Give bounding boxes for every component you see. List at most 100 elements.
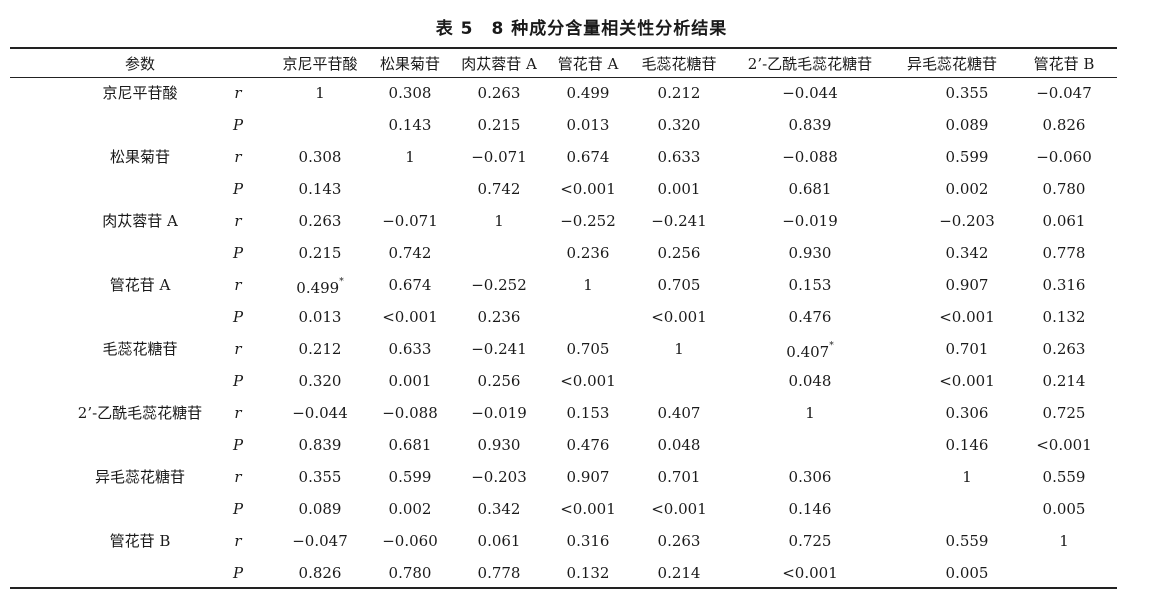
table-cell: 0.048 bbox=[657, 436, 701, 454]
table-cell: 1 bbox=[315, 84, 325, 102]
table-cell: 0.725 bbox=[788, 532, 832, 550]
table-cell: 1 bbox=[805, 404, 815, 422]
table-cell: −0.044 bbox=[292, 404, 348, 422]
table-cell: −0.088 bbox=[382, 404, 438, 422]
table-cell: 0.143 bbox=[388, 116, 432, 134]
table-cell: 0.306 bbox=[788, 468, 832, 486]
table-cell: −0.060 bbox=[1036, 148, 1092, 166]
table-cell: 0.013 bbox=[566, 116, 610, 134]
table-cell: 0.146 bbox=[788, 500, 832, 518]
table-cell: 0.780 bbox=[1042, 180, 1086, 198]
table-cell: −0.241 bbox=[651, 212, 707, 230]
table-cell: 0.599 bbox=[388, 468, 432, 486]
row-statistic: P bbox=[232, 180, 244, 198]
table-cell: 0.001 bbox=[657, 180, 701, 198]
table-cell: −0.047 bbox=[292, 532, 348, 550]
column-header: 管花苷 B bbox=[1033, 55, 1095, 73]
table-cell: <0.001 bbox=[651, 500, 707, 518]
table-cell: 0.263 bbox=[1042, 340, 1086, 358]
table-cell: 0.705 bbox=[566, 340, 610, 358]
row-parameter: 管花苷 B bbox=[109, 532, 171, 550]
table-cell: 0.316 bbox=[1042, 276, 1086, 294]
table-cell: 0.236 bbox=[566, 244, 610, 262]
table-cell: 0.143 bbox=[298, 180, 342, 198]
table-cell: −0.060 bbox=[382, 532, 438, 550]
table-cell: 0.089 bbox=[298, 500, 342, 518]
table-cell: 0.342 bbox=[477, 500, 521, 518]
table-cell: 1 bbox=[674, 340, 684, 358]
table-cell: 0.907 bbox=[945, 276, 989, 294]
row-statistic: P bbox=[232, 500, 244, 518]
table-cell: 0.559 bbox=[945, 532, 989, 550]
table-cell: 0.839 bbox=[788, 116, 832, 134]
table-cell: −0.019 bbox=[471, 404, 527, 422]
table-cell: 0.013 bbox=[298, 308, 342, 326]
table-cell: 0.005 bbox=[945, 564, 989, 582]
table-cell: 0.320 bbox=[298, 372, 342, 390]
row-parameter: 2’-乙酰毛蕊花糖苷 bbox=[77, 404, 203, 422]
column-header: 京尼平苷酸 bbox=[282, 55, 358, 73]
table-cell: −0.252 bbox=[471, 276, 527, 294]
row-statistic: P bbox=[232, 116, 244, 134]
table-cell: <0.001 bbox=[560, 500, 616, 518]
table-cell: 0.839 bbox=[298, 436, 342, 454]
table-cell: 0.132 bbox=[566, 564, 610, 582]
row-statistic: r bbox=[234, 468, 242, 486]
table-cell: <0.001 bbox=[560, 180, 616, 198]
significance-mark: * bbox=[829, 341, 834, 351]
table-cell: 0.681 bbox=[388, 436, 432, 454]
table-cell: 0.214 bbox=[1042, 372, 1086, 390]
table-cell: −0.203 bbox=[471, 468, 527, 486]
table-cell: 0.633 bbox=[657, 148, 701, 166]
table-cell: 0.215 bbox=[298, 244, 342, 262]
row-statistic: P bbox=[232, 436, 244, 454]
table-cell: 0.308 bbox=[388, 84, 432, 102]
table-cell: 0.742 bbox=[388, 244, 432, 262]
table-cell: 0.256 bbox=[657, 244, 701, 262]
table-cell: 1 bbox=[583, 276, 593, 294]
table-cell: 0.308 bbox=[298, 148, 342, 166]
table-cell: 0.742 bbox=[477, 180, 521, 198]
row-statistic: P bbox=[232, 308, 244, 326]
table-cell: 0.826 bbox=[298, 564, 342, 582]
table-cell: 0.212 bbox=[298, 340, 342, 358]
table-cell: 0.559 bbox=[1042, 468, 1086, 486]
table-cell: 0.701 bbox=[945, 340, 989, 358]
row-parameter: 管花苷 A bbox=[109, 276, 171, 294]
table-cell: −0.044 bbox=[782, 84, 838, 102]
table-cell: 0.263 bbox=[298, 212, 342, 230]
row-statistic: r bbox=[234, 212, 242, 230]
table-cell: −0.047 bbox=[1036, 84, 1092, 102]
table-cell: <0.001 bbox=[939, 308, 995, 326]
table-cell: 0.407 bbox=[657, 404, 701, 422]
table-cell: 1 bbox=[962, 468, 972, 486]
table-cell: 0.778 bbox=[477, 564, 521, 582]
row-statistic: r bbox=[234, 148, 242, 166]
table-cell: 0.780 bbox=[388, 564, 432, 582]
table-cell: 0.263 bbox=[477, 84, 521, 102]
row-parameter: 肉苁蓉苷 A bbox=[102, 212, 178, 230]
row-statistic: r bbox=[234, 276, 242, 294]
table-cell: −0.071 bbox=[382, 212, 438, 230]
row-parameter: 松果菊苷 bbox=[109, 148, 171, 166]
table-cell: 0.316 bbox=[566, 532, 610, 550]
table-cell: 0.407* bbox=[786, 341, 834, 361]
table-cell: 0.001 bbox=[388, 372, 432, 390]
table-cell: −0.088 bbox=[782, 148, 838, 166]
row-parameter: 异毛蕊花糖苷 bbox=[94, 468, 186, 486]
table-cell: −0.071 bbox=[471, 148, 527, 166]
table-cell: <0.001 bbox=[1036, 436, 1092, 454]
row-statistic: r bbox=[234, 340, 242, 358]
table-cell: 0.342 bbox=[945, 244, 989, 262]
table-cell: 0.002 bbox=[388, 500, 432, 518]
table-cell: 0.214 bbox=[657, 564, 701, 582]
table-cell: 0.061 bbox=[1042, 212, 1086, 230]
table-cell: 0.725 bbox=[1042, 404, 1086, 422]
row-parameter: 京尼平苷酸 bbox=[102, 84, 178, 102]
table-cell: 0.212 bbox=[657, 84, 701, 102]
table-cell: −0.203 bbox=[939, 212, 995, 230]
top-rule bbox=[10, 47, 1117, 49]
row-parameter: 毛蕊花糖苷 bbox=[102, 340, 178, 358]
table-cell: 0.476 bbox=[566, 436, 610, 454]
table-cell: −0.019 bbox=[782, 212, 838, 230]
